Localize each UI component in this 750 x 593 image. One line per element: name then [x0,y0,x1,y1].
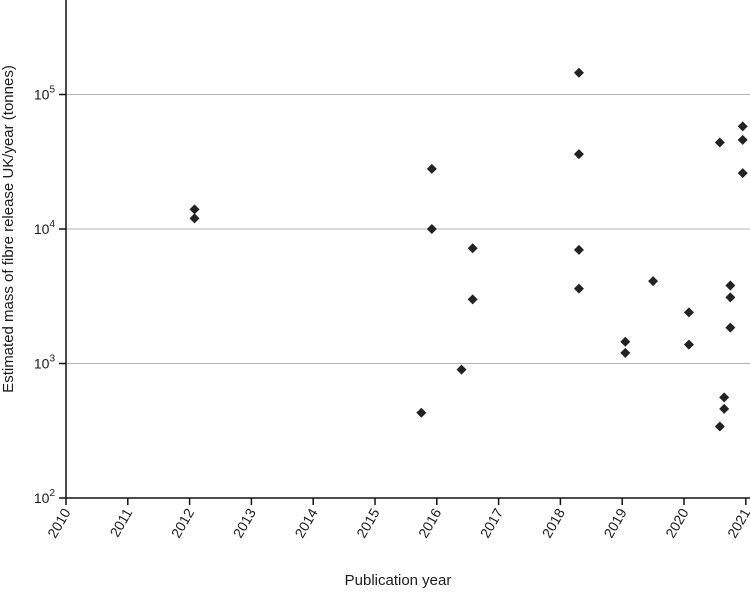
x-tick-label: 2012 [168,505,198,540]
x-tick-label: 2018 [539,505,569,540]
axes [65,0,750,499]
data-point [426,224,437,234]
data-point [189,204,200,215]
data-point [573,149,584,160]
data-point [467,294,478,305]
x-tick-label: 2021 [724,505,750,540]
y-tick-label: 103 [34,354,56,372]
data-point [573,67,584,78]
data-point [719,392,730,403]
data-point [725,280,736,291]
data-point [737,134,748,145]
data-point [683,339,694,350]
data-point [648,276,659,287]
data-point [725,322,736,333]
data-point [620,336,631,347]
data-point [189,213,200,224]
data-point [719,403,730,414]
data-point [573,244,584,255]
y-axis-title: Estimated mass of fibre release UK/year … [0,65,17,393]
x-tick-label: 2015 [353,505,383,540]
x-ticks: 2010 2011 2012 2013 2014 2015 2016 2017 2018 2019… [44,498,750,540]
data-point [467,243,478,254]
x-tick-label: 2013 [230,505,260,540]
x-tick-label: 2016 [415,505,445,540]
data-point [714,137,725,148]
x-tick-label: 2010 [44,505,74,540]
data-point [573,283,584,294]
data-point [426,163,437,174]
x-tick-label: 2019 [600,505,630,540]
x-tick-label: 2014 [291,505,321,540]
x-axis-title: Publication year [345,572,452,589]
data-point [714,421,725,432]
x-tick-label: 2020 [662,505,692,540]
data-points [189,67,748,432]
data-point [737,168,748,179]
data-point [416,407,427,418]
gridlines [66,94,750,364]
y-ticks: 102 103 104 105 [34,85,66,506]
y-tick-label: 104 [34,219,56,237]
data-point [683,307,694,318]
y-tick-label: 105 [34,85,56,103]
data-point [737,121,748,132]
data-point [620,347,631,358]
x-tick-label: 2011 [106,505,135,539]
x-tick-label: 2017 [477,505,507,540]
y-tick-label: 102 [34,488,56,506]
data-point [456,364,467,375]
data-point [725,292,736,303]
